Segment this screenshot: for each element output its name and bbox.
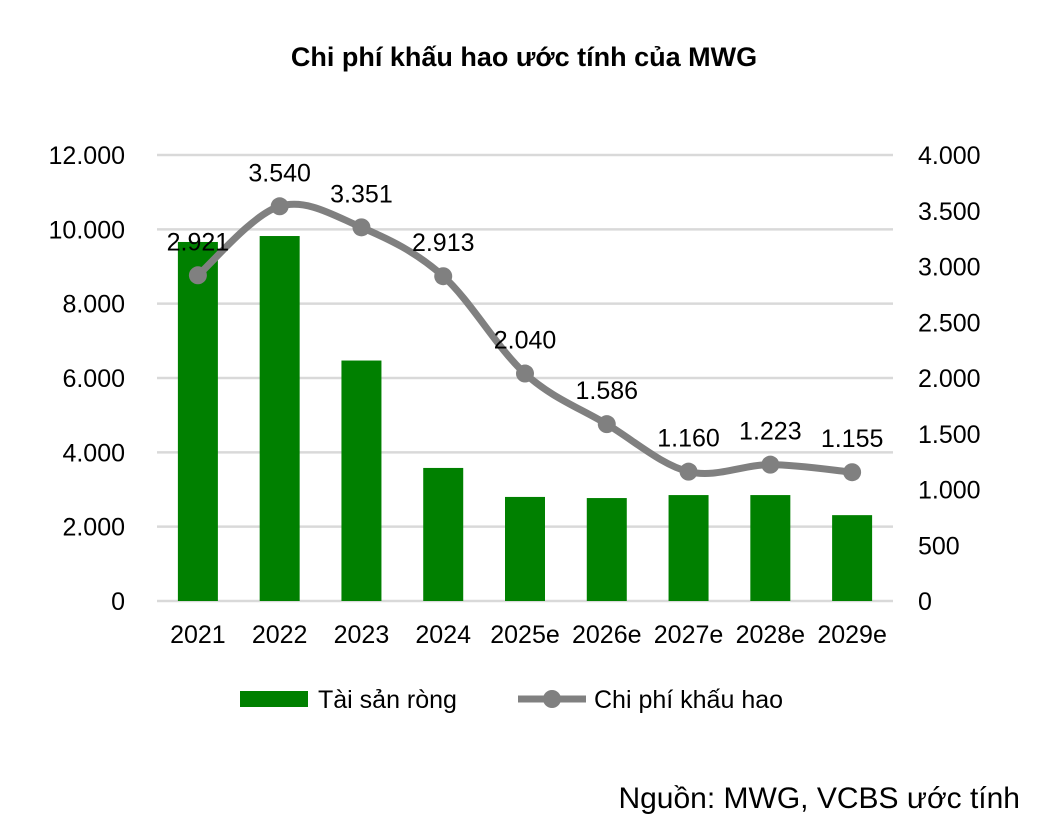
left-axis-tick: 4.000 xyxy=(62,439,125,467)
legend-label-bar: Tài sản ròng xyxy=(318,686,457,714)
right-axis-tick: 3.500 xyxy=(918,198,981,226)
line-point-2028e xyxy=(761,455,780,474)
bar-2021 xyxy=(177,241,218,601)
line-point-2025e xyxy=(516,364,534,383)
data-label: 1.223 xyxy=(739,418,802,446)
data-label: 1.586 xyxy=(575,377,638,405)
data-label: 3.351 xyxy=(330,180,393,208)
x-axis-tick: 2021 xyxy=(170,621,226,649)
data-label: 2.040 xyxy=(494,327,557,355)
left-axis-tick: 6.000 xyxy=(62,365,125,393)
line-point-2024 xyxy=(434,267,453,286)
data-label: 1.155 xyxy=(821,425,884,453)
right-axis-tick: 1.000 xyxy=(918,477,981,505)
data-label: 3.540 xyxy=(248,159,311,187)
right-axis-tick: 4.000 xyxy=(918,142,981,170)
line-point-2022 xyxy=(270,197,289,216)
legend-label-line: Chi phí khấu hao xyxy=(594,686,783,714)
x-axis-tick: 2024 xyxy=(415,621,471,649)
left-axis-tick: 2.000 xyxy=(62,514,125,542)
data-label: 2.921 xyxy=(167,228,230,256)
legend-line-marker xyxy=(543,690,561,708)
data-label: 2.913 xyxy=(412,229,475,257)
x-axis-tick: 2028e xyxy=(736,621,806,649)
x-axis-tick: 2026e xyxy=(572,621,642,649)
bar-2027e xyxy=(668,495,709,601)
right-axis-tick: 2.000 xyxy=(918,365,981,393)
line-point-2021 xyxy=(188,266,207,285)
bar-2026e xyxy=(586,498,627,601)
line-point-2023 xyxy=(352,218,371,237)
bar-2023 xyxy=(341,360,382,601)
left-axis-tick: 0 xyxy=(111,588,125,616)
x-axis-tick: 2025e xyxy=(490,621,560,649)
left-axis-tick: 10.000 xyxy=(49,216,125,244)
right-axis-tick: 0 xyxy=(918,588,932,616)
legend-bar-swatch xyxy=(240,691,308,707)
line-point-2029e xyxy=(843,463,862,482)
right-axis-tick: 1.500 xyxy=(918,421,981,449)
right-axis-tick: 2.500 xyxy=(918,309,981,337)
line-point-2027e xyxy=(679,462,698,481)
bar-2028e xyxy=(750,495,791,601)
x-axis-tick: 2022 xyxy=(252,621,308,649)
right-axis-tick: 3.000 xyxy=(918,254,981,282)
left-axis-tick: 8.000 xyxy=(62,291,125,319)
line-point-2026e xyxy=(597,415,616,434)
left-axis-tick: 12.000 xyxy=(49,142,125,170)
bar-2029e xyxy=(832,515,873,601)
x-axis-tick: 2029e xyxy=(817,621,887,649)
chart-title: Chi phí khấu hao ước tính của MWG xyxy=(291,42,757,72)
bar-2022 xyxy=(259,236,300,602)
right-axis-tick: 500 xyxy=(918,532,960,560)
bar-2024 xyxy=(423,467,464,601)
x-axis-tick: 2023 xyxy=(334,621,390,649)
bar-2025e xyxy=(505,496,545,601)
x-axis-tick: 2027e xyxy=(654,621,724,649)
data-label: 1.160 xyxy=(657,425,720,453)
source-note: Nguồn: MWG, VCBS ước tính xyxy=(618,782,1020,815)
